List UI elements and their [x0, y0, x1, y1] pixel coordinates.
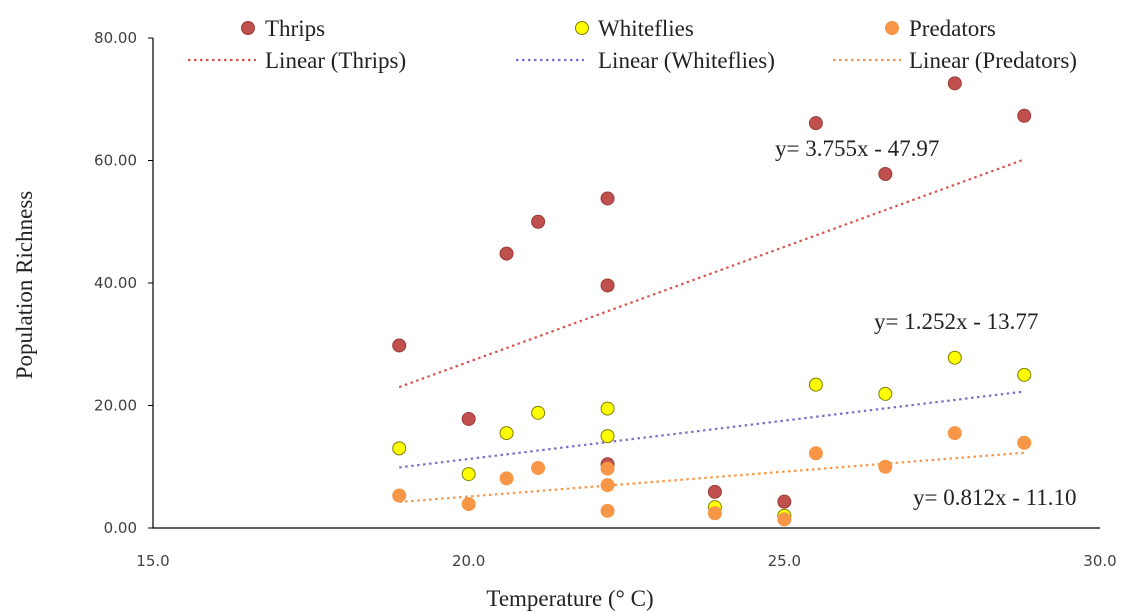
point-predators — [707, 506, 722, 521]
y-tick-label: 40.00 — [94, 274, 137, 292]
legend: Thrips Linear (Thrips) Whiteflies Linear (W… — [188, 16, 1077, 73]
point-whiteflies — [392, 441, 407, 456]
point-predators — [392, 488, 407, 503]
trendline-equation-whiteflies: y= 1.252x - 13.77 — [874, 309, 1038, 334]
y-tick-label: 60.00 — [94, 152, 137, 170]
point-predators — [600, 478, 615, 493]
point-thrips — [777, 494, 792, 509]
legend-label: Whiteflies — [598, 16, 694, 41]
x-tick-label: 25.0 — [768, 552, 801, 570]
legend-trendline-label: Linear (Whiteflies) — [598, 48, 775, 73]
legend-trendline-label: Linear (Thrips) — [265, 48, 406, 73]
y-tick-label: 20.00 — [94, 397, 137, 415]
point-whiteflies — [1017, 367, 1032, 382]
y-tick-label: 80.00 — [94, 29, 137, 47]
legend-trendline-label: Linear (Predators) — [909, 48, 1077, 73]
legend-label: Predators — [909, 16, 996, 41]
point-thrips — [461, 411, 476, 426]
x-axis-title: Temperature (° C) — [486, 586, 653, 611]
y-axis-title: Population Richness — [12, 191, 37, 380]
point-predators — [600, 461, 615, 476]
x-tick-label: 20.0 — [452, 552, 485, 570]
point-predators — [499, 471, 514, 486]
point-thrips — [531, 214, 546, 229]
point-predators — [777, 512, 792, 527]
point-whiteflies — [947, 350, 962, 365]
point-whiteflies — [808, 377, 823, 392]
point-thrips — [947, 76, 962, 91]
trendline-equations: y= 3.755x - 47.97 y= 1.252x - 13.77 y= 0.8… — [775, 136, 1077, 510]
trendline-predators — [399, 451, 1025, 504]
point-whiteflies — [531, 405, 546, 420]
point-whiteflies — [600, 429, 615, 444]
axes: 0.00 20.00 40.00 60.00 80.00 15.0 20.0 25.0 30.0 — [94, 29, 1117, 570]
legend-marker — [241, 21, 255, 35]
point-predators — [947, 426, 962, 441]
legend-label: Thrips — [265, 16, 325, 41]
point-thrips — [392, 338, 407, 353]
point-predators — [600, 503, 615, 518]
point-thrips — [808, 116, 823, 131]
point-thrips — [707, 484, 722, 499]
point-whiteflies — [499, 426, 514, 441]
legend-marker — [575, 21, 589, 35]
point-predators — [808, 446, 823, 461]
x-tick-label: 30.0 — [1083, 552, 1116, 570]
point-whiteflies — [461, 467, 476, 482]
trendlines — [398, 158, 1025, 504]
trendline-equation-thrips: y= 3.755x - 47.97 — [775, 136, 939, 161]
trendline-whiteflies — [399, 390, 1025, 469]
trendline-equation-predators: y= 0.812x - 11.10 — [913, 485, 1077, 510]
point-thrips — [600, 191, 615, 206]
trendline-thrips — [398, 158, 1025, 389]
point-thrips — [1017, 108, 1032, 123]
point-whiteflies — [600, 401, 615, 416]
x-tick-label: 15.0 — [136, 552, 169, 570]
point-predators — [531, 460, 546, 475]
legend-marker — [885, 21, 899, 35]
point-predators — [878, 459, 893, 474]
y-tick-label: 0.00 — [104, 519, 137, 537]
point-thrips — [600, 278, 615, 293]
point-predators — [461, 497, 476, 512]
point-predators — [1017, 435, 1032, 450]
point-thrips — [499, 246, 514, 261]
point-thrips — [878, 166, 893, 181]
point-whiteflies — [878, 386, 893, 401]
data-points — [392, 76, 1032, 527]
